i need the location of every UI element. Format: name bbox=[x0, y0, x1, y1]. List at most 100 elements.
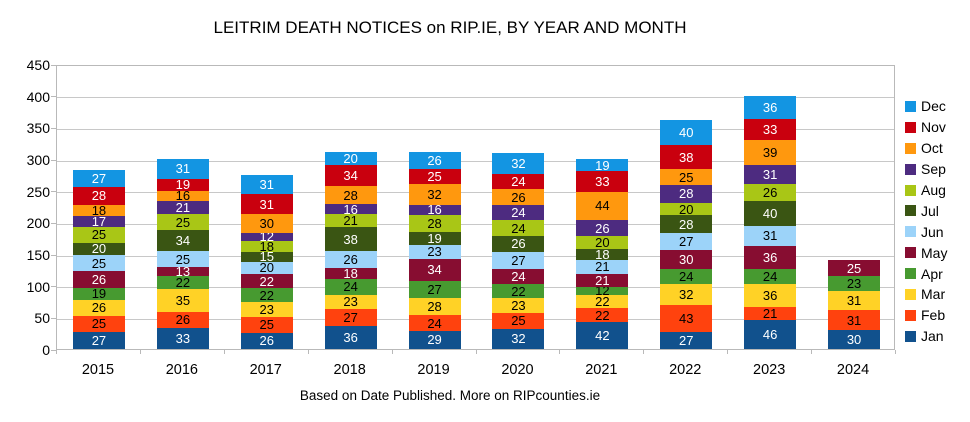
x-axis-tick bbox=[895, 350, 896, 354]
legend-item-jan: Jan bbox=[905, 326, 947, 347]
bar-segment-jan: 32 bbox=[492, 328, 545, 349]
segment-value-label: 36 bbox=[762, 249, 778, 265]
bar-segment-feb: 31 bbox=[828, 310, 881, 330]
stacked-bar-2020: 32 25 23 22 24 27 26 24 24 26 24 32 bbox=[492, 153, 545, 349]
segment-value-label: 20 bbox=[595, 235, 610, 251]
bar-segment-feb: 25 bbox=[492, 312, 545, 329]
segment-value-label: 32 bbox=[511, 155, 526, 171]
segment-value-label: 33 bbox=[175, 331, 191, 347]
stacked-bar-2016: 33 26 35 22 13 25 34 25 21 16 19 31 bbox=[156, 159, 209, 349]
bar-segment-may: 22 bbox=[240, 274, 293, 289]
legend-swatch-icon bbox=[905, 142, 916, 154]
bar-segment-sep: 12 bbox=[240, 229, 293, 245]
y-axis-tick bbox=[51, 191, 56, 193]
bar-segment-nov: 28 bbox=[72, 186, 125, 205]
legend-label: Oct bbox=[921, 140, 943, 157]
segment-value-label: 32 bbox=[427, 186, 442, 202]
segment-value-label: 28 bbox=[679, 186, 694, 202]
segment-value-label: 30 bbox=[259, 216, 274, 232]
gridline bbox=[57, 287, 894, 289]
bar-segment-apr: 27 bbox=[408, 280, 461, 298]
bar-segment-aug: 25 bbox=[72, 226, 125, 243]
bar-segment-jul: 18 bbox=[576, 248, 629, 261]
stacked-bar-2023: 46 21 36 24 36 31 40 26 31 39 33 36 bbox=[744, 96, 797, 349]
bar-segment-may: 30 bbox=[660, 250, 713, 270]
segment-value-label: 12 bbox=[595, 283, 610, 299]
chart-title: LEITRIM DEATH NOTICES on RIP.IE, BY YEAR… bbox=[213, 18, 687, 37]
segment-value-label: 25 bbox=[259, 317, 274, 333]
bar-segment-nov: 33 bbox=[576, 171, 629, 192]
x-axis-tick bbox=[559, 350, 561, 354]
segment-value-label: 23 bbox=[427, 244, 442, 260]
legend-item-may: May bbox=[905, 242, 947, 263]
segment-value-label: 16 bbox=[343, 201, 358, 217]
x-axis-category-label: 2020 bbox=[501, 362, 534, 378]
x-axis-tick bbox=[643, 350, 645, 354]
segment-value-label: 24 bbox=[511, 220, 526, 236]
bar-segment-apr: 23 bbox=[828, 276, 881, 291]
bar-segment-jul: 34 bbox=[156, 229, 209, 252]
bar-segment-mar: 23 bbox=[492, 298, 545, 313]
stacked-bar-2024: 30 31 31 23 25 bbox=[828, 260, 881, 349]
segment-value-label: 39 bbox=[762, 144, 778, 160]
segment-value-label: 12 bbox=[259, 229, 274, 245]
segment-value-label: 19 bbox=[175, 177, 191, 193]
bar-segment-aug: 20 bbox=[576, 235, 629, 251]
legend-label: Jun bbox=[921, 223, 944, 240]
legend-item-apr: Apr bbox=[905, 263, 947, 284]
y-axis-tick-label: 450 bbox=[26, 57, 50, 73]
segment-value-label: 28 bbox=[427, 299, 442, 315]
bar-segment-apr: 24 bbox=[744, 268, 797, 284]
segment-value-label: 32 bbox=[679, 287, 694, 303]
legend-label: Nov bbox=[921, 119, 946, 136]
gridline bbox=[57, 255, 894, 257]
legend-swatch-icon bbox=[905, 309, 916, 321]
legend-label: Dec bbox=[921, 98, 946, 115]
segment-value-label: 30 bbox=[679, 252, 694, 268]
y-axis-tick-label: 200 bbox=[26, 215, 50, 232]
bar-segment-aug: 25 bbox=[156, 214, 209, 230]
bar-segment-aug: 18 bbox=[240, 240, 293, 253]
bar-segment-mar: 26 bbox=[72, 299, 125, 317]
segment-value-label: 18 bbox=[91, 202, 107, 218]
bar-segment-dec: 27 bbox=[72, 169, 125, 187]
bar-segment-jan: 27 bbox=[72, 331, 125, 349]
bar-segment-jul: 28 bbox=[660, 215, 713, 234]
bar-segment-jun: 26 bbox=[324, 251, 377, 268]
gridline bbox=[57, 97, 894, 99]
bar-segment-feb: 24 bbox=[408, 315, 461, 331]
legend-swatch-icon bbox=[905, 226, 916, 238]
legend-item-oct: Oct bbox=[905, 138, 947, 159]
bar-segment-dec: 40 bbox=[660, 119, 713, 146]
segment-value-label: 27 bbox=[427, 281, 442, 297]
x-axis-tick bbox=[307, 350, 309, 354]
bar-segment-may: 34 bbox=[408, 259, 461, 281]
segment-value-label: 19 bbox=[91, 286, 107, 302]
segment-value-label: 42 bbox=[595, 328, 610, 344]
gridline bbox=[57, 192, 894, 194]
segment-value-label: 36 bbox=[762, 100, 778, 116]
bar-segment-nov: 34 bbox=[324, 164, 377, 187]
legend-label: Sep bbox=[921, 161, 946, 178]
x-axis-tick bbox=[223, 350, 225, 354]
bar-segment-dec: 36 bbox=[744, 96, 797, 120]
segment-value-label: 24 bbox=[511, 173, 526, 189]
bar-segment-nov: 31 bbox=[240, 194, 293, 215]
bar-segment-dec: 20 bbox=[324, 152, 377, 165]
legend-item-sep: Sep bbox=[905, 159, 947, 180]
segment-value-label: 40 bbox=[679, 124, 694, 140]
segment-value-label: 25 bbox=[91, 255, 107, 271]
bar-segment-jul: 15 bbox=[240, 250, 293, 263]
bar-segment-apr: 24 bbox=[324, 279, 377, 295]
x-axis-category-label: 2015 bbox=[81, 362, 115, 378]
bar-segment-mar: 23 bbox=[324, 294, 377, 310]
bar-segment-may: 13 bbox=[156, 265, 209, 278]
segment-value-label: 16 bbox=[175, 188, 191, 204]
plot-area: 27 25 26 19 26 25 20 25 17 18 28 27 33 26 35 22 13 25 34 25… bbox=[56, 65, 895, 350]
segment-value-label: 19 bbox=[427, 230, 442, 246]
bar-segment-oct: 44 bbox=[576, 191, 629, 220]
segment-value-label: 21 bbox=[762, 305, 778, 321]
bar-segment-mar: 22 bbox=[576, 294, 629, 309]
segment-value-label: 27 bbox=[343, 310, 358, 326]
y-axis-tick bbox=[51, 64, 56, 66]
